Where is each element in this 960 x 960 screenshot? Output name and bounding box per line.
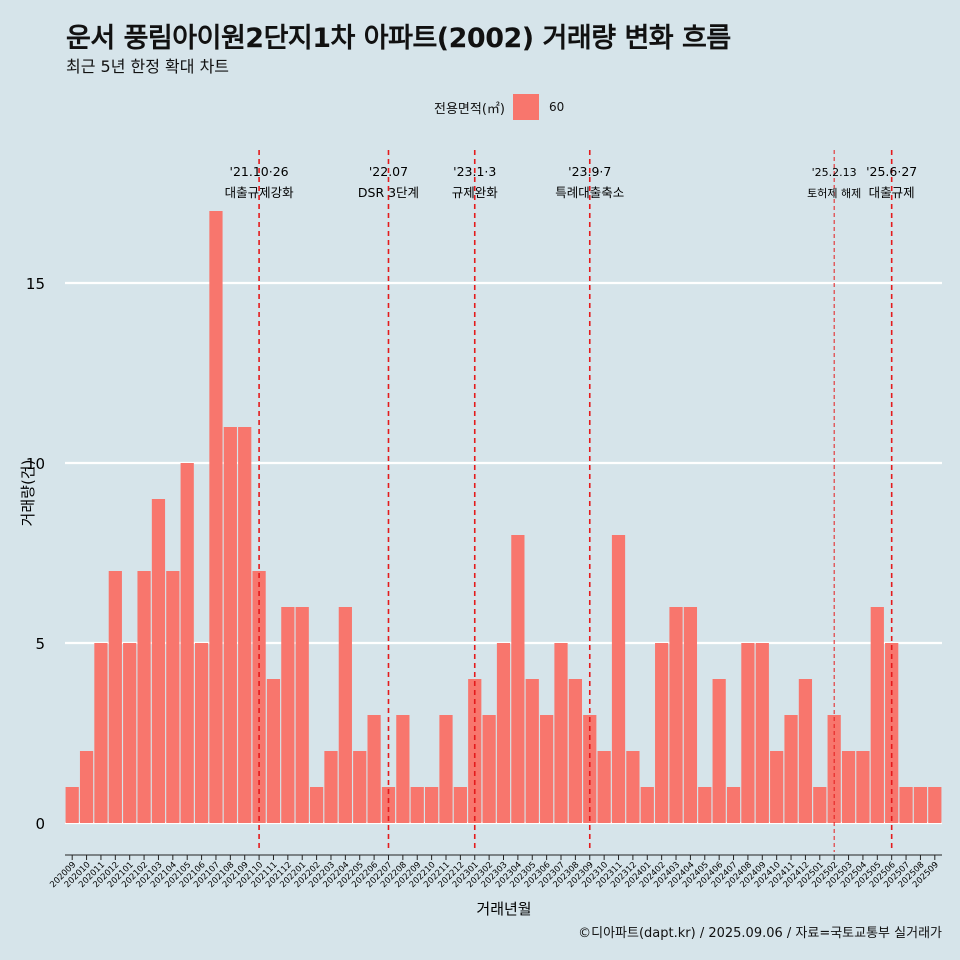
bar xyxy=(928,787,942,823)
bar xyxy=(425,787,439,823)
bar xyxy=(885,643,899,823)
bar xyxy=(856,751,870,823)
event-date-label: '23.9·7 xyxy=(568,164,611,179)
bar xyxy=(712,679,726,823)
bar xyxy=(511,535,525,823)
bar xyxy=(353,751,367,823)
bar xyxy=(755,643,769,823)
legend: 전용면적(㎡) 60 xyxy=(434,94,564,120)
bars xyxy=(65,211,942,823)
bar xyxy=(798,679,813,823)
bar xyxy=(381,787,396,823)
legend-title: 전용면적(㎡) xyxy=(434,101,505,117)
event-date-label: '21.10·26 xyxy=(230,164,289,179)
bar xyxy=(597,751,611,823)
bar xyxy=(281,607,295,823)
bar xyxy=(568,679,582,823)
legend-key xyxy=(512,94,539,120)
event-name-label: 대출규제강화 xyxy=(225,185,295,200)
bar xyxy=(611,535,626,823)
event-name-label: DSR 3단계 xyxy=(358,185,419,200)
chart-subtitle: 최근 5년 한정 확대 차트 xyxy=(66,57,230,76)
bar xyxy=(583,715,597,823)
bar xyxy=(554,643,568,823)
event-date-label: '22.07 xyxy=(369,164,408,179)
bar xyxy=(640,787,654,823)
event-name-label: 규제완화 xyxy=(452,185,499,200)
bar xyxy=(65,787,79,823)
bar xyxy=(525,679,539,823)
bar xyxy=(166,571,180,823)
bar xyxy=(367,715,381,823)
event-lines: '21.10·26 대출규제강화 '22.07 DSR 3단계 '23.1·3 규제완화 '… xyxy=(225,150,917,852)
bar xyxy=(309,787,324,823)
bar xyxy=(468,679,482,823)
bar xyxy=(94,643,108,823)
bar xyxy=(194,643,209,823)
bar xyxy=(151,499,166,823)
bar xyxy=(626,751,640,823)
bar xyxy=(180,463,194,823)
bar xyxy=(410,787,424,823)
bar xyxy=(683,607,698,823)
bar xyxy=(913,787,928,823)
event-name-label: 토허제 해제 xyxy=(807,186,861,200)
bar xyxy=(79,751,94,823)
bar xyxy=(209,211,223,823)
y-tick-label: 5 xyxy=(35,635,45,653)
y-axis-title: 거래량(건) xyxy=(19,460,37,527)
bar xyxy=(741,643,755,823)
caption: ©디아파트(dapt.kr) / 2025.09.06 / 자료=국토교통부 실… xyxy=(578,926,942,941)
x-axis-title: 거래년월 xyxy=(476,900,531,918)
bar xyxy=(899,787,913,823)
event-name-label: 특례대출축소 xyxy=(555,185,624,200)
bar xyxy=(324,751,338,823)
bar xyxy=(770,751,784,823)
bar xyxy=(870,607,884,823)
bar xyxy=(137,571,151,823)
bar xyxy=(655,643,669,823)
bar xyxy=(396,715,410,823)
bar xyxy=(726,787,741,823)
y-tick-label: 10 xyxy=(26,455,45,473)
bar xyxy=(482,715,496,823)
bar xyxy=(784,715,798,823)
bar xyxy=(439,715,453,823)
bar xyxy=(252,571,266,823)
y-tick-label: 0 xyxy=(35,815,45,833)
bar xyxy=(540,715,554,823)
chart-title: 운서 풍림아이원2단지1차 아파트(2002) 거래량 변화 흐름 xyxy=(66,23,731,54)
y-tick-label: 15 xyxy=(26,275,45,293)
event-date-label: '25.2.13 xyxy=(812,166,857,179)
bar xyxy=(123,643,137,823)
bar xyxy=(669,607,683,823)
bar xyxy=(453,787,467,823)
event-date-label: '25.6·27 xyxy=(866,164,917,179)
bar xyxy=(238,427,252,823)
bar xyxy=(698,787,712,823)
bar xyxy=(223,427,237,823)
bar xyxy=(496,643,511,823)
event-name-label: 대출규제 xyxy=(869,185,915,200)
bar xyxy=(841,751,856,823)
bar xyxy=(266,679,281,823)
bar xyxy=(108,571,122,823)
bar xyxy=(338,607,352,823)
bar xyxy=(813,787,827,823)
event-date-label: '23.1·3 xyxy=(453,164,496,179)
legend-label: 60 xyxy=(548,100,565,114)
bar xyxy=(295,607,309,823)
